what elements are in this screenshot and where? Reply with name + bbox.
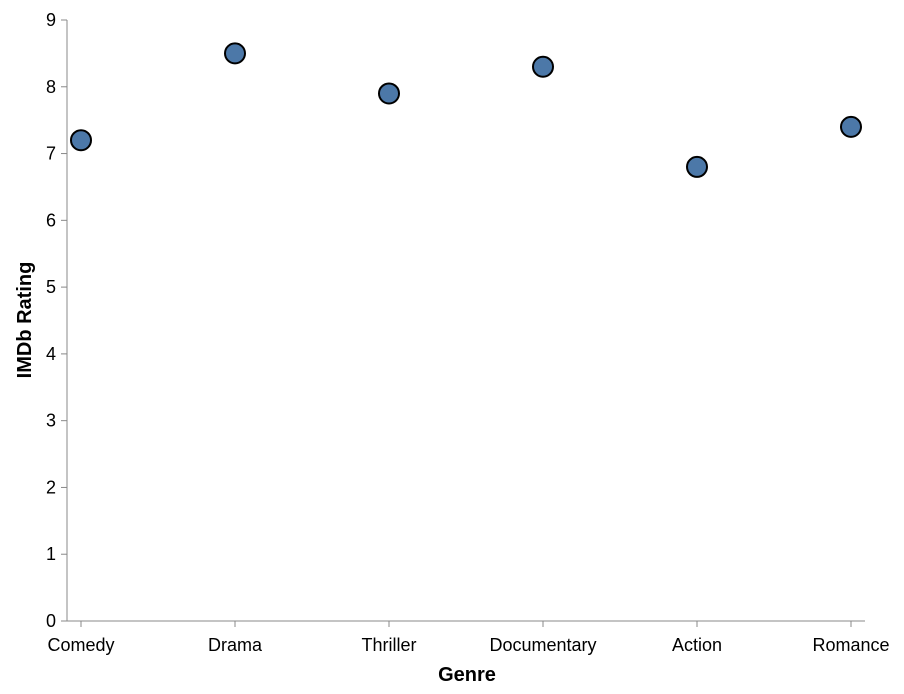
data-point-comedy[interactable] bbox=[70, 129, 92, 152]
x-axis-title: Genre bbox=[438, 664, 496, 686]
y-tick-label: 4 bbox=[46, 344, 56, 364]
x-tick-label: Documentary bbox=[489, 635, 596, 655]
y-tick-label: 9 bbox=[46, 10, 56, 30]
data-point-drama[interactable] bbox=[224, 42, 246, 65]
y-tick-label: 6 bbox=[46, 210, 56, 230]
data-point-documentary[interactable] bbox=[532, 55, 554, 78]
y-tick-label: 5 bbox=[46, 277, 56, 297]
y-axis-title: IMDb Rating bbox=[14, 262, 36, 379]
x-tick-label: Drama bbox=[208, 635, 263, 655]
y-tick-label: 8 bbox=[46, 77, 56, 97]
data-point-romance[interactable] bbox=[840, 115, 862, 138]
data-point-action[interactable] bbox=[686, 155, 708, 178]
y-tick-label: 7 bbox=[46, 144, 56, 164]
y-tick-label: 2 bbox=[46, 477, 56, 497]
x-axis: Comedy Drama Thriller Documentary Action Roma… bbox=[47, 620, 890, 655]
x-tick-label: Thriller bbox=[361, 635, 416, 655]
data-points bbox=[70, 42, 862, 178]
x-tick-label: Comedy bbox=[47, 635, 114, 655]
x-tick-label: Action bbox=[672, 635, 722, 655]
y-axis: 0 1 2 3 4 5 6 7 8 9 bbox=[46, 10, 68, 631]
y-tick-label: 3 bbox=[46, 411, 56, 431]
y-tick-label: 1 bbox=[46, 544, 56, 564]
x-tick-label: Romance bbox=[812, 635, 889, 655]
y-tick-label: 0 bbox=[46, 611, 56, 631]
data-point-thriller[interactable] bbox=[378, 82, 400, 105]
